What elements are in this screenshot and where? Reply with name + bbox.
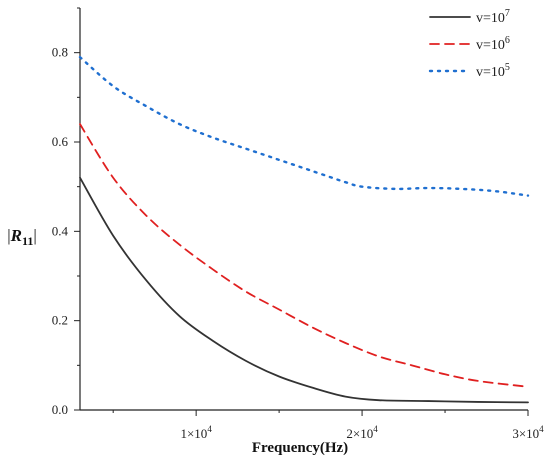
x-axis-label: Frequency(Hz) — [252, 440, 348, 456]
y-tick-label: 0.6 — [52, 134, 69, 149]
y-axis-label-bar-right: | — [33, 226, 36, 245]
y-tick-label: 0.8 — [52, 45, 68, 60]
x-tick-label: 1×104 — [180, 424, 212, 441]
y-tick-label: 0.2 — [52, 313, 68, 328]
series-line-1 — [79, 176, 529, 404]
plot-frame — [79, 8, 528, 411]
series-line-2 — [79, 123, 529, 388]
y-tick-label: 0.4 — [52, 223, 69, 238]
legend-label-2: v=106 — [476, 35, 510, 53]
x-tick-label: 3×104 — [512, 424, 544, 441]
legend-label-1: v=107 — [476, 8, 510, 26]
series-line-3 — [78, 55, 530, 197]
series-layer — [78, 55, 530, 404]
y-axis-label-bar-left: | — [7, 226, 10, 245]
x-tick-label: 2×104 — [346, 424, 378, 441]
legend: v=107 v=106 v=105 — [428, 8, 510, 80]
y-axis-label: |R11| — [7, 226, 37, 248]
y-ticks: 0.0 0.2 0.4 0.6 0.8 — [52, 7, 80, 417]
legend-label-3: v=105 — [476, 62, 510, 80]
y-axis-label-symbol: R — [10, 226, 22, 245]
y-axis-label-subscript: 11 — [22, 234, 33, 248]
y-tick-label: 0.0 — [52, 402, 68, 417]
x-ticks: 1×104 2×104 3×104 — [112, 410, 544, 441]
